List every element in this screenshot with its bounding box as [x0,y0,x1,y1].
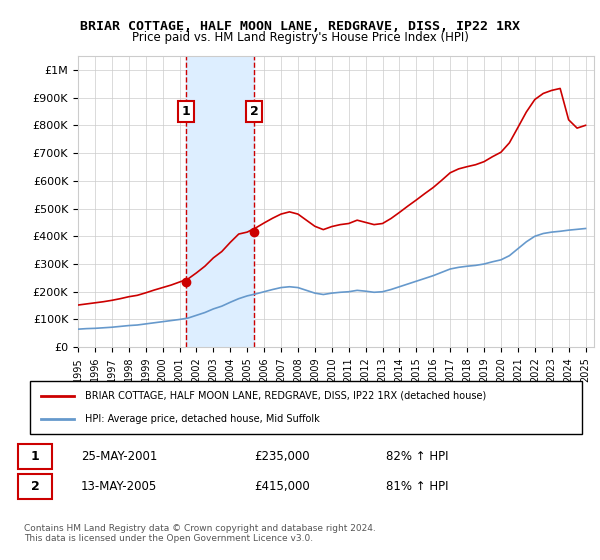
Bar [186,56,254,347]
Text: £235,000: £235,000 [254,450,310,463]
FancyBboxPatch shape [30,381,582,434]
Text: BRIAR COTTAGE, HALF MOON LANE, REDGRAVE, DISS, IP22 1RX (detached house): BRIAR COTTAGE, HALF MOON LANE, REDGRAVE,… [85,391,487,401]
Text: BRIAR COTTAGE, HALF MOON LANE, REDGRAVE, DISS, IP22 1RX: BRIAR COTTAGE, HALF MOON LANE, REDGRAVE,… [80,20,520,32]
FancyBboxPatch shape [18,444,52,469]
Text: 13-MAY-2005: 13-MAY-2005 [81,480,157,493]
Text: 25-MAY-2001: 25-MAY-2001 [81,450,157,463]
Text: Price paid vs. HM Land Registry's House Price Index (HPI): Price paid vs. HM Land Registry's House … [131,31,469,44]
Text: HPI: Average price, detached house, Mid Suffolk: HPI: Average price, detached house, Mid … [85,414,320,424]
Text: 2: 2 [31,480,40,493]
Text: 81% ↑ HPI: 81% ↑ HPI [386,480,449,493]
FancyBboxPatch shape [18,474,52,499]
Text: 1: 1 [182,105,191,118]
Text: 2: 2 [250,105,259,118]
Text: 1: 1 [31,450,40,463]
Text: £415,000: £415,000 [254,480,310,493]
Text: 82% ↑ HPI: 82% ↑ HPI [386,450,449,463]
Text: Contains HM Land Registry data © Crown copyright and database right 2024.
This d: Contains HM Land Registry data © Crown c… [24,524,376,543]
